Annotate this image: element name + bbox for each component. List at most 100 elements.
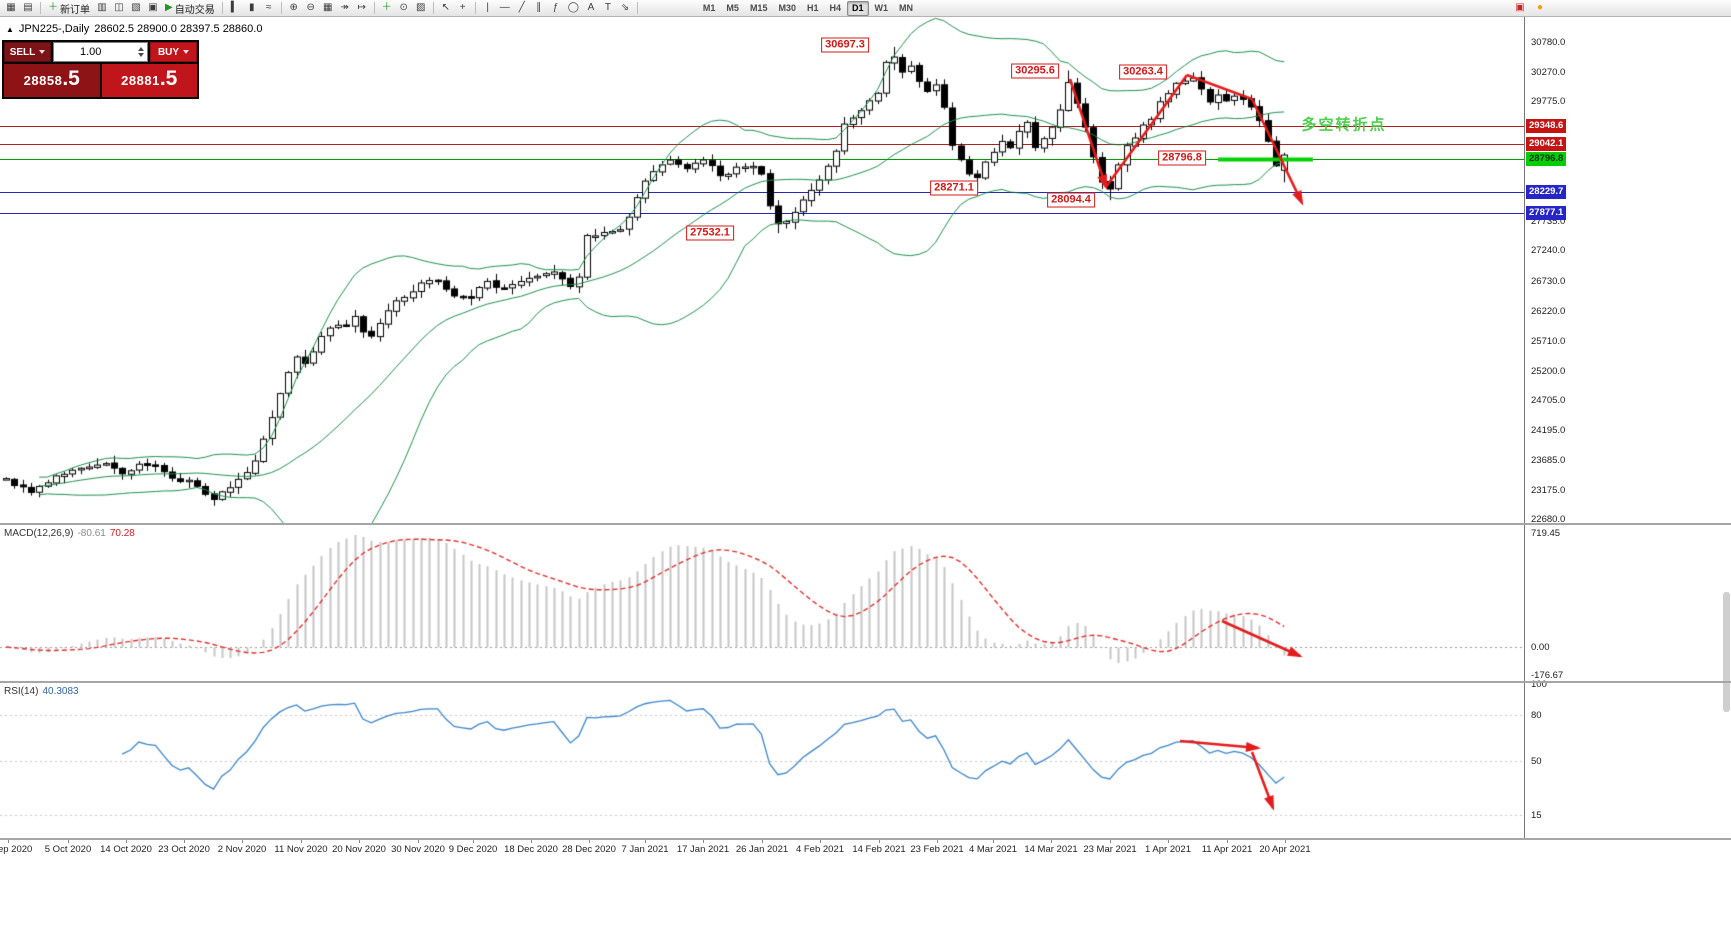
rsi-axis-label: 15 (1531, 809, 1542, 821)
price-annotation[interactable]: 27532.1 (686, 225, 734, 241)
volume-spinner-icon[interactable] (138, 47, 144, 57)
timeframe-mn[interactable]: MN (899, 2, 914, 13)
chart-profiles-icon[interactable]: ▤ (20, 1, 36, 16)
alert-icon: ▣ (1515, 2, 1525, 13)
channel-icon[interactable]: ∥ (531, 1, 547, 16)
tile-windows-icon[interactable]: ▦ (320, 1, 336, 16)
macd-panel: MACD(12,26,9) -80.61 70.28 (0, 525, 1524, 681)
time-axis-label: 30 Nov 2020 (391, 844, 445, 855)
time-axis-label: 14 Oct 2020 (100, 844, 152, 855)
navigator-icon[interactable]: ▧ (128, 1, 144, 16)
time-axis-tick (418, 840, 419, 843)
templates-icon[interactable]: ▨ (413, 1, 429, 16)
horizontal-line-icon[interactable]: — (497, 1, 513, 16)
panel-splitter[interactable] (0, 681, 1731, 683)
rsi-canvas[interactable] (0, 683, 1524, 838)
text-icon[interactable]: A (583, 1, 599, 16)
notifications-icon[interactable]: ● (1532, 1, 1548, 16)
timeframe-h1[interactable]: H1 (806, 2, 819, 13)
time-axis-tick (531, 840, 532, 843)
price-axis-tick: 23685.0 (1531, 454, 1566, 466)
price-annotation[interactable]: 30697.3 (821, 37, 869, 53)
timeframe-m30[interactable]: M30 (778, 2, 796, 13)
fibonacci-icon[interactable]: ƒ (548, 1, 564, 16)
timeframe-h4[interactable]: H4 (829, 2, 841, 13)
data-window-icon: ◫ (114, 2, 124, 13)
bar-chart-icon: ▍ (230, 2, 239, 13)
autotrade-button-label: 自动交易 (174, 4, 215, 16)
time-axis-label: 4 Feb 2021 (795, 844, 845, 855)
label-icon[interactable]: T (600, 1, 616, 16)
time-axis-label: 17 Jan 2021 (676, 844, 730, 855)
price-annotation[interactable]: 30295.6 (1011, 63, 1059, 79)
sell-price[interactable]: 28858.5 (4, 64, 100, 97)
price-annotation[interactable]: 30263.4 (1119, 64, 1167, 80)
terminal-icon[interactable]: ▣ (145, 1, 161, 16)
macd-signal-value: 70.28 (109, 528, 135, 539)
arrows-tool-icon[interactable]: ⇘ (617, 1, 633, 16)
new-order-button[interactable]: ＋新订单 (45, 1, 93, 16)
price-annotation[interactable]: 28796.8 (1158, 150, 1206, 166)
time-axis-tick (301, 840, 302, 843)
toolbar-separator (221, 2, 223, 14)
buy-price[interactable]: 28881.5 (101, 64, 197, 97)
time-axis-label: 26 Jan 2021 (735, 844, 789, 855)
zoom-out-icon[interactable]: ⊖ (303, 1, 319, 16)
time-axis-label: 23 Oct 2020 (158, 844, 210, 855)
sell-price-frac: .5 (62, 67, 80, 90)
line-chart-icon[interactable]: ≈ (261, 1, 277, 16)
bar-chart-icon[interactable]: ▍ (227, 1, 243, 16)
time-axis-label: 23 Feb 2021 (910, 844, 964, 855)
market-watch-icon[interactable]: ▥ (94, 1, 110, 16)
time-axis-label: 14 Feb 2021 (852, 844, 906, 855)
one-click-trading-panel: SELL 1.00 BUY 28858.5 28881.5 (2, 40, 199, 99)
vertical-line-icon[interactable]: | (480, 1, 496, 16)
periods-icon[interactable]: ⊙ (396, 1, 412, 16)
auto-scroll-icon[interactable]: ↠ (337, 1, 353, 16)
candlestick-chart-icon[interactable]: ▮ (244, 1, 260, 16)
scrollbar-thumb[interactable] (1723, 592, 1730, 712)
data-window-icon[interactable]: ◫ (111, 1, 127, 16)
time-axis[interactable]: 5 Sep 2020 5 Oct 2020 14 Oct 2020 23 Oct 20… (0, 840, 1731, 858)
chart-shift-icon: ↦ (357, 2, 366, 13)
autotrade-button[interactable]: ▶ 自动交易 (162, 1, 218, 16)
price-chart-canvas[interactable] (0, 17, 1524, 523)
time-axis-tick (68, 840, 69, 843)
crosshair-icon[interactable]: + (455, 1, 471, 16)
timeframe-w1[interactable]: W1 (874, 2, 889, 13)
price-annotation[interactable]: 28271.1 (930, 180, 978, 196)
indicators-icon[interactable]: ＋ (379, 1, 395, 16)
alert-icon[interactable]: ▣ (1512, 1, 1528, 16)
price-axis-tick: 26730.0 (1531, 275, 1566, 287)
zoom-in-icon[interactable]: ⊕ (286, 1, 302, 16)
time-axis-tick (937, 840, 938, 843)
timeframe-m15[interactable]: M15 (749, 2, 768, 13)
time-axis-tick (879, 840, 880, 843)
time-axis-tick (473, 840, 474, 843)
chart-shift-icon[interactable]: ↦ (354, 1, 370, 16)
shapes-icon[interactable]: ◯ (565, 1, 582, 16)
buy-button[interactable]: BUY (150, 42, 197, 62)
sell-button[interactable]: SELL (4, 42, 51, 62)
timeframe-d1[interactable]: D1 (847, 0, 869, 16)
auto-scroll-icon: ↠ (340, 2, 349, 13)
price-axis[interactable]: 30780.030270.029775.029285.027735.027240… (1524, 17, 1731, 838)
volume-value: 1.00 (80, 46, 102, 58)
candlestick-chart-icon: ▮ (248, 2, 255, 13)
timeframe-m1[interactable]: M1 (702, 2, 716, 13)
new-chart-icon[interactable]: ▦ (3, 1, 19, 16)
time-axis-label: 11 Nov 2020 (274, 844, 328, 855)
time-axis-label: 2 Nov 2020 (217, 844, 267, 855)
line-chart-icon: ≈ (265, 2, 272, 13)
trendline-icon[interactable]: ╱ (514, 1, 530, 16)
volume-input[interactable]: 1.00 (53, 42, 148, 62)
panel-splitter[interactable] (0, 523, 1731, 525)
cursor-icon[interactable]: ↖ (438, 1, 454, 16)
timeframe-m5[interactable]: M5 (726, 2, 739, 13)
panel-splitter[interactable] (0, 838, 1731, 840)
price-annotation[interactable]: 28094.4 (1047, 192, 1095, 208)
price-axis-tag: 28229.7 (1526, 185, 1567, 200)
label-icon: T (604, 2, 611, 13)
notifications-icon: ● (1536, 2, 1544, 13)
macd-canvas[interactable] (0, 525, 1524, 681)
